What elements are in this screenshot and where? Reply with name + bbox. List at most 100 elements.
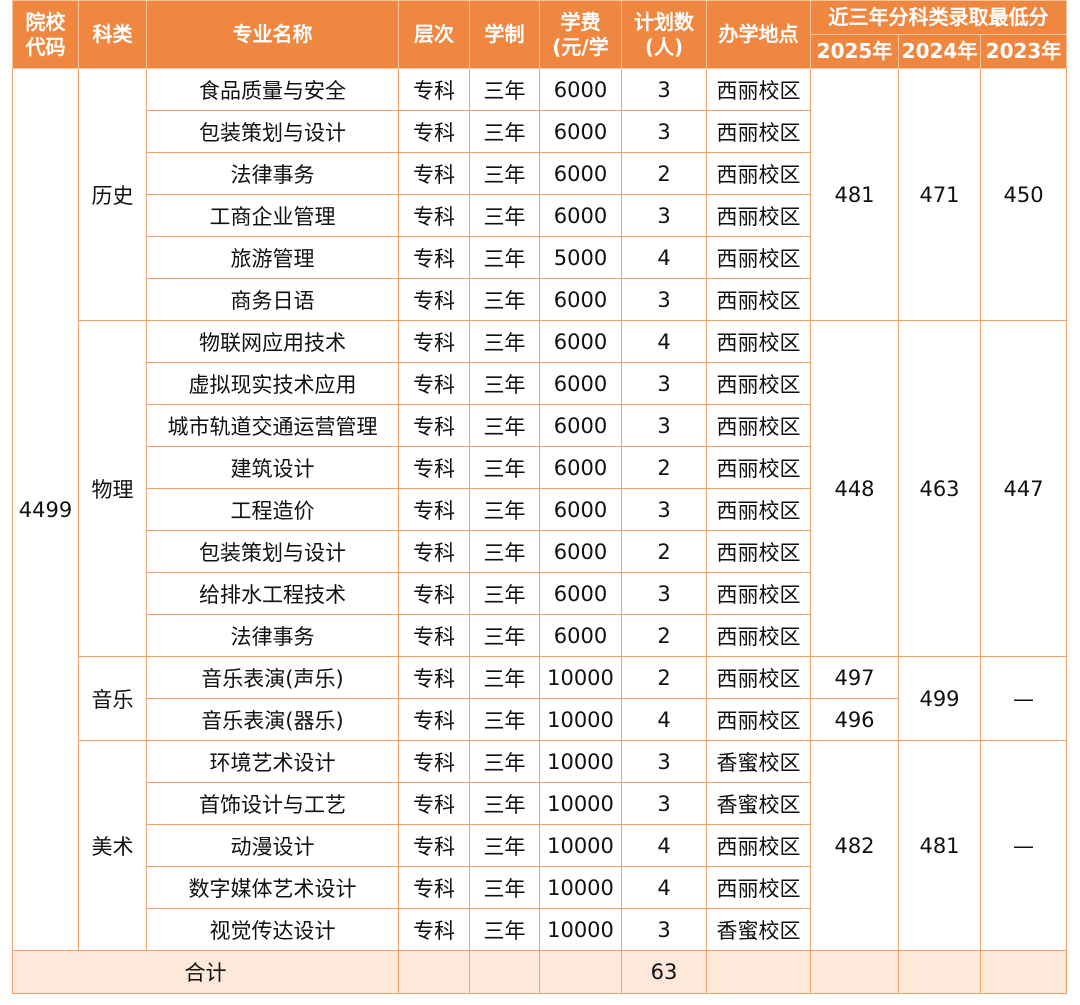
level: 专科 xyxy=(398,698,470,741)
major-name: 包装策划与设计 xyxy=(146,530,399,573)
major-name: 工商企业管理 xyxy=(146,194,399,237)
table-row: 给排水工程技术 专科 三年 6000 3 西丽校区 xyxy=(13,572,1067,615)
tuition: 6000 xyxy=(539,320,622,363)
plan: 4 xyxy=(621,698,707,741)
campus: 西丽校区 xyxy=(706,152,811,195)
campus: 西丽校区 xyxy=(706,572,811,615)
empty-cell xyxy=(898,950,981,994)
duration: 三年 xyxy=(469,194,540,237)
campus: 西丽校区 xyxy=(706,110,811,153)
table-header: 院校 代码 科类 专业名称 层次 学制 学费 (元/学 计划数 (人) 办学地点 近三年分科类录取最低… xyxy=(12,0,1068,69)
year-header: 2025年 xyxy=(810,34,899,69)
column-header: 办学地点 xyxy=(706,0,811,69)
duration: 三年 xyxy=(469,488,540,531)
header-line: 学制 xyxy=(484,22,525,46)
column-header: 科类 xyxy=(78,0,147,69)
campus: 西丽校区 xyxy=(706,824,811,867)
major-name: 工程造价 xyxy=(146,488,399,531)
campus: 西丽校区 xyxy=(706,446,811,489)
total-label: 合计 xyxy=(12,950,399,994)
duration: 三年 xyxy=(469,782,540,825)
major-name: 建筑设计 xyxy=(146,446,399,489)
level: 专科 xyxy=(398,908,470,951)
tuition: 10000 xyxy=(539,866,622,909)
tuition: 6000 xyxy=(539,572,622,615)
campus: 西丽校区 xyxy=(706,488,811,531)
campus: 西丽校区 xyxy=(706,362,811,405)
school-code: 4499 xyxy=(12,68,79,951)
major-name: 物联网应用技术 xyxy=(146,320,399,363)
major-name: 音乐表演(声乐) xyxy=(146,656,399,699)
tuition: 10000 xyxy=(539,824,622,867)
major-name: 数字媒体艺术设计 xyxy=(146,866,399,909)
duration: 三年 xyxy=(469,866,540,909)
empty-cell xyxy=(539,950,622,994)
major-name: 法律事务 xyxy=(146,152,399,195)
plan: 3 xyxy=(621,572,707,615)
major-name: 虚拟现实技术应用 xyxy=(146,362,399,405)
major-name: 城市轨道交通运营管理 xyxy=(146,404,399,447)
tuition: 6000 xyxy=(539,110,622,153)
table-row: 音乐表演(器乐) 专科 三年 10000 4 西丽校区 496 xyxy=(13,698,1067,741)
score-2024: 499 xyxy=(898,656,981,741)
major-name: 给排水工程技术 xyxy=(146,572,399,615)
major-name: 视觉传达设计 xyxy=(146,908,399,951)
level: 专科 xyxy=(398,320,470,363)
duration: 三年 xyxy=(469,362,540,405)
plan: 2 xyxy=(621,614,707,657)
table-row: 4499 历史 食品质量与安全 专科 三年 6000 3 西丽校区 481 471 450 xyxy=(12,68,1068,951)
tuition: 6000 xyxy=(539,530,622,573)
plan: 3 xyxy=(621,740,707,783)
level: 专科 xyxy=(398,236,470,279)
plan: 2 xyxy=(621,656,707,699)
major-name: 环境艺术设计 xyxy=(146,740,399,783)
header-line: 院校 xyxy=(25,9,66,34)
table-row: 物理 物联网应用技术 专科 三年 6000 4 西丽校区 448 463 447 xyxy=(13,320,1068,657)
campus: 西丽校区 xyxy=(706,866,811,909)
column-header: 学费 (元/学 xyxy=(539,0,622,69)
subject: 物理 xyxy=(78,320,147,657)
header-line: (人) xyxy=(644,34,684,59)
major-name: 音乐表演(器乐) xyxy=(146,698,399,741)
plan: 4 xyxy=(621,824,707,867)
table-row: 包装策划与设计 专科 三年 6000 3 西丽校区 xyxy=(13,110,1067,153)
plan: 2 xyxy=(621,530,707,573)
campus: 西丽校区 xyxy=(706,278,811,321)
duration: 三年 xyxy=(469,320,540,363)
major-name: 食品质量与安全 xyxy=(146,68,399,111)
empty-cell xyxy=(706,950,811,994)
major-name: 商务日语 xyxy=(146,278,399,321)
column-header: 院校 代码 xyxy=(12,0,79,69)
major-name: 动漫设计 xyxy=(146,824,399,867)
column-header: 专业名称 xyxy=(146,0,399,69)
level: 专科 xyxy=(398,866,470,909)
score-2025: 481 xyxy=(810,68,899,321)
duration: 三年 xyxy=(469,530,540,573)
duration: 三年 xyxy=(469,614,540,657)
major-name: 旅游管理 xyxy=(146,236,399,279)
level: 专科 xyxy=(398,362,470,405)
table-row: 工商企业管理 专科 三年 6000 3 西丽校区 xyxy=(13,194,1067,237)
plan: 4 xyxy=(621,866,707,909)
table-row: 视觉传达设计 专科 三年 10000 3 香蜜校区 xyxy=(13,908,1067,951)
plan: 3 xyxy=(621,110,707,153)
duration: 三年 xyxy=(469,278,540,321)
duration: 三年 xyxy=(469,110,540,153)
column-header: 学制 xyxy=(469,0,540,69)
table-row: 数字媒体艺术设计 专科 三年 10000 4 西丽校区 xyxy=(13,866,1067,909)
campus: 香蜜校区 xyxy=(706,740,811,783)
tuition: 6000 xyxy=(539,194,622,237)
subject: 美术 xyxy=(78,740,147,951)
tuition: 10000 xyxy=(539,698,622,741)
campus: 香蜜校区 xyxy=(706,908,811,951)
table-row: 首饰设计与工艺 专科 三年 10000 3 香蜜校区 xyxy=(13,782,1067,825)
level: 专科 xyxy=(398,614,470,657)
level: 专科 xyxy=(398,572,470,615)
tuition: 10000 xyxy=(539,740,622,783)
empty-cell xyxy=(398,950,470,994)
duration: 三年 xyxy=(469,236,540,279)
tuition: 6000 xyxy=(539,362,622,405)
duration: 三年 xyxy=(469,824,540,867)
campus: 西丽校区 xyxy=(706,320,811,363)
